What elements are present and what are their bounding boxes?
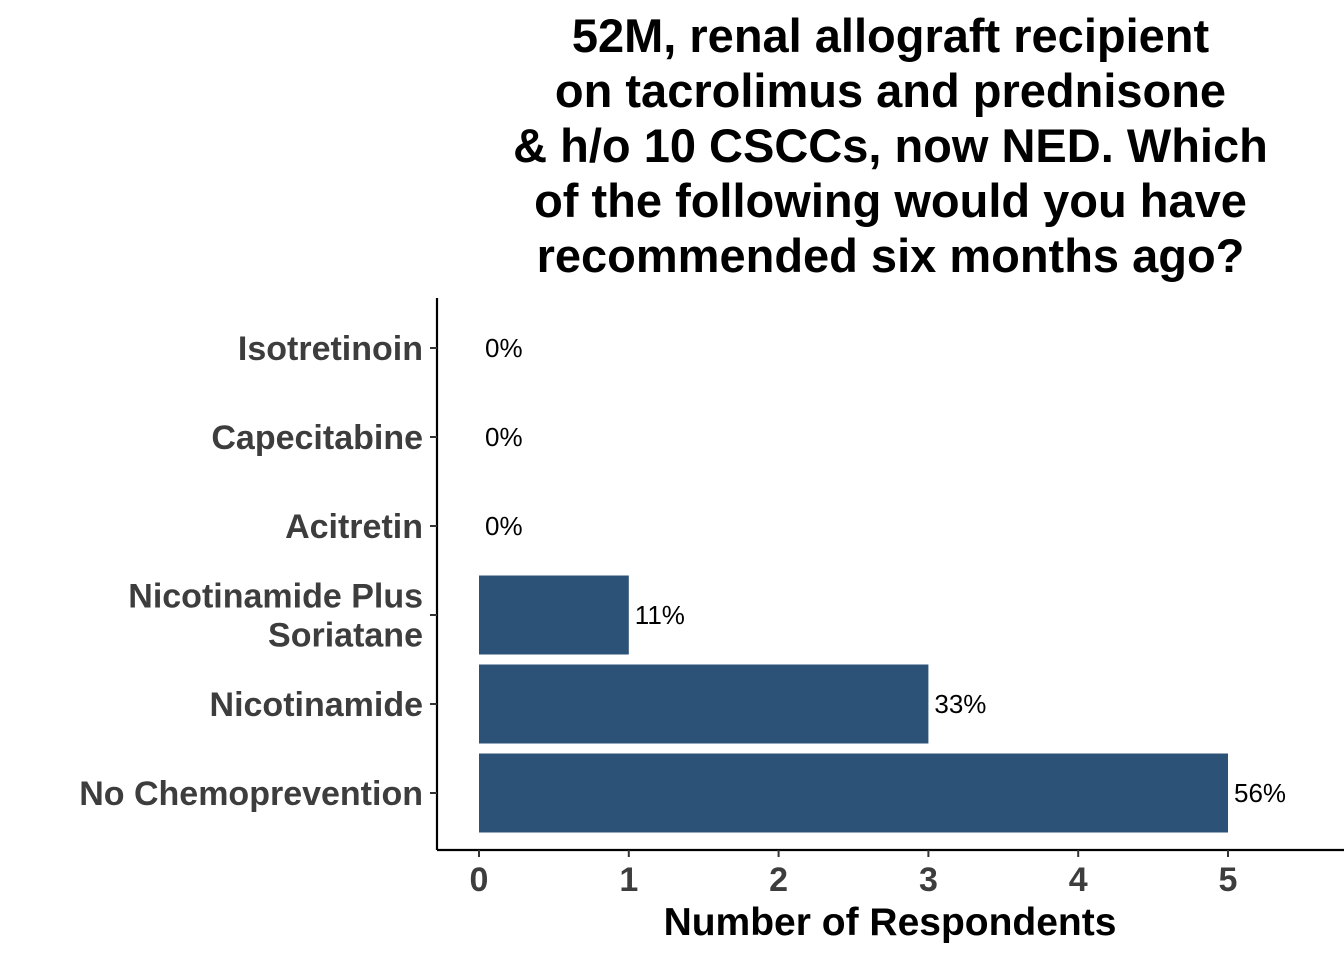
x-tick-label: 2 (769, 861, 788, 899)
chart-title-line: recommended six months ago? (536, 229, 1245, 282)
chart-title-line: on tacrolimus and prednisone (554, 64, 1227, 117)
category-label: Acitretin (285, 508, 423, 546)
data-label: 0% (485, 422, 523, 452)
data-label: 33% (934, 689, 986, 719)
bar (479, 664, 929, 744)
category-label: Nicotinamide (210, 686, 423, 724)
chart-title: 52M, renal allograft recipient on tacroli… (437, 8, 1344, 283)
x-tick-label: 5 (1219, 861, 1238, 899)
chart-title-line: & h/o 10 CSCCs, now NED. Which (513, 119, 1268, 172)
x-tick-label: 1 (619, 861, 638, 899)
category-label: Capecitabine (211, 419, 423, 457)
x-axis-title: Number of Respondents (664, 901, 1117, 944)
data-labels-layer: 0% 0% 0% 11% 33% 56% (485, 333, 1286, 808)
bar (479, 753, 1228, 833)
x-tick-label: 4 (1069, 861, 1088, 899)
x-tick-label: 0 (470, 861, 489, 899)
category-label: Nicotinamide Plus (128, 578, 423, 616)
data-label: 0% (485, 333, 523, 363)
chart-title-line: 52M, renal allograft recipient (571, 9, 1210, 62)
y-axis: Isotretinoin Capecitabine Acitretin Nicotin… (79, 298, 439, 850)
x-axis: 0 1 2 3 4 5 (437, 848, 1344, 899)
category-label: Soriatane (268, 617, 423, 655)
data-label: 0% (485, 511, 523, 541)
data-label: 56% (1234, 778, 1286, 808)
category-label: Isotretinoin (238, 330, 423, 368)
bar (479, 575, 629, 655)
data-label: 11% (635, 600, 685, 630)
chart-title-line: of the following would you have (534, 174, 1247, 227)
category-label: No Chemoprevention (79, 775, 423, 813)
x-tick-label: 3 (919, 861, 938, 899)
bars-layer (479, 575, 1228, 833)
